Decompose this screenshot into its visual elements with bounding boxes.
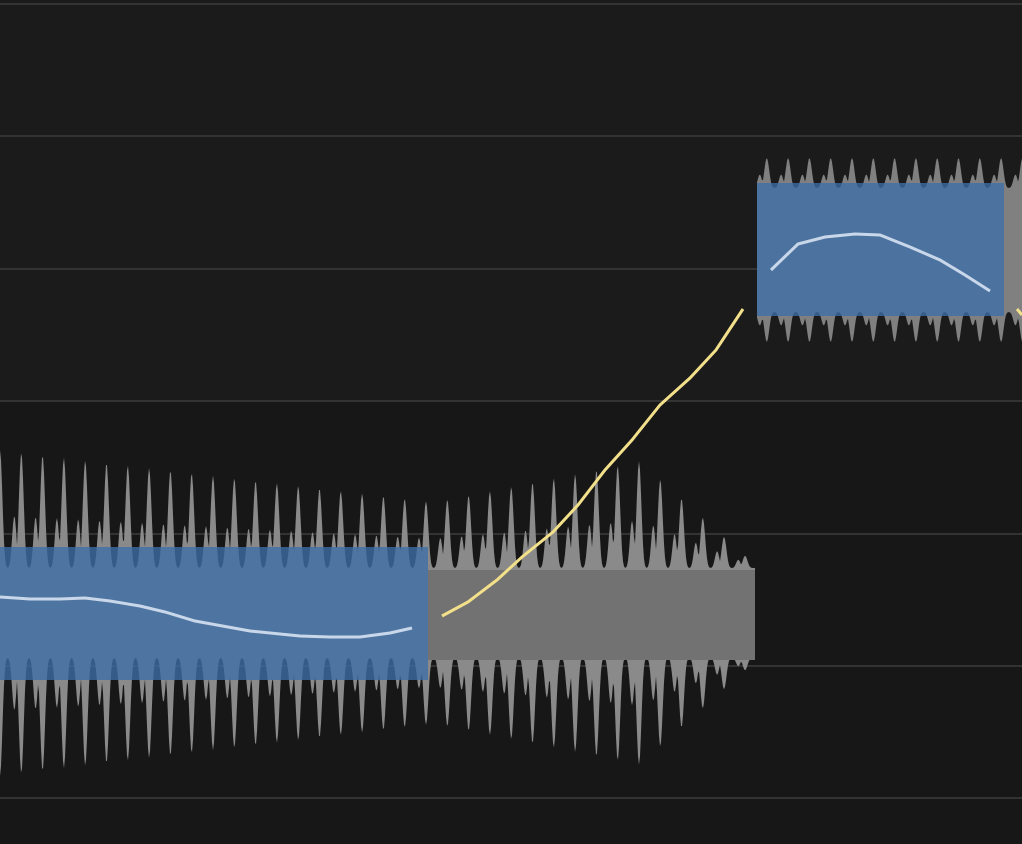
note-block[interactable] [757,183,1004,316]
pitch-transition [441,308,745,618]
note-block[interactable] [0,547,428,680]
pitch-curve [769,232,991,293]
pitch-curve [0,595,413,639]
waveform-body [428,570,755,660]
pitch-transition [1015,308,1022,316]
